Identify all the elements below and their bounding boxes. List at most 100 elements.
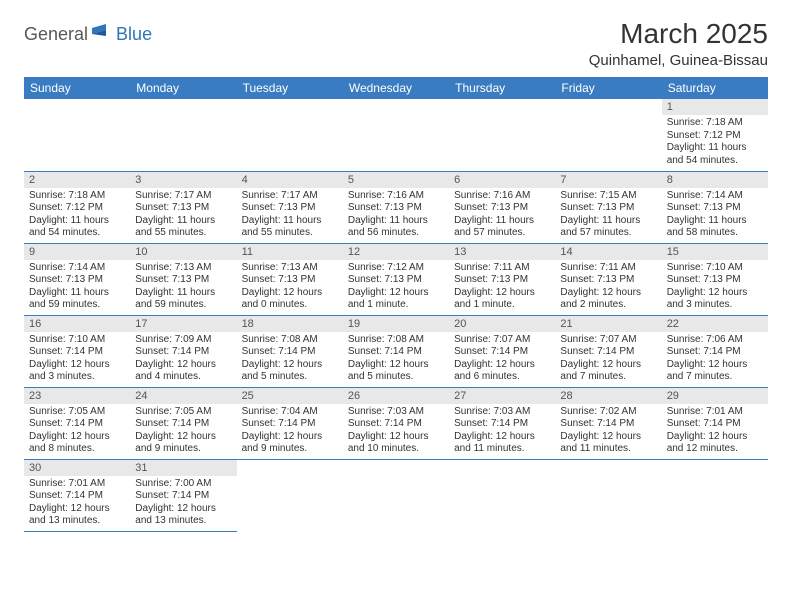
- calendar-day-cell: 10Sunrise: 7:13 AMSunset: 7:13 PMDayligh…: [130, 243, 236, 315]
- day-number: 9: [24, 244, 130, 260]
- daylight-text: Daylight: 12 hours and 7 minutes.: [667, 359, 763, 384]
- calendar-day-cell: 23Sunrise: 7:05 AMSunset: 7:14 PMDayligh…: [24, 387, 130, 459]
- day-number: 6: [449, 172, 555, 188]
- weekday-header-row: Sunday Monday Tuesday Wednesday Thursday…: [24, 77, 768, 99]
- sunrise-text: Sunrise: 7:16 AM: [454, 190, 550, 203]
- day-number: 21: [555, 316, 661, 332]
- day-number: 28: [555, 388, 661, 404]
- calendar-day-cell: 2Sunrise: 7:18 AMSunset: 7:12 PMDaylight…: [24, 171, 130, 243]
- day-number: 29: [662, 388, 768, 404]
- day-number: 31: [130, 460, 236, 476]
- day-info: Sunrise: 7:15 AMSunset: 7:13 PMDaylight:…: [555, 190, 661, 243]
- day-number: 24: [130, 388, 236, 404]
- day-number: 30: [24, 460, 130, 476]
- sunset-text: Sunset: 7:14 PM: [560, 418, 656, 431]
- calendar-day-cell: 17Sunrise: 7:09 AMSunset: 7:14 PMDayligh…: [130, 315, 236, 387]
- daylight-text: Daylight: 12 hours and 3 minutes.: [29, 359, 125, 384]
- day-info: Sunrise: 7:16 AMSunset: 7:13 PMDaylight:…: [449, 190, 555, 243]
- sunset-text: Sunset: 7:13 PM: [667, 274, 763, 287]
- calendar-day-cell: 18 Sunrise: 7:08 AMSunset: 7:14 PMDayligh…: [237, 315, 343, 387]
- daylight-text: Daylight: 12 hours and 7 minutes.: [560, 359, 656, 384]
- day-info: Sunrise: 7:13 AMSunset: 7:13 PMDaylight:…: [237, 262, 343, 315]
- day-number: 20: [449, 316, 555, 332]
- sunrise-text: Sunrise: 7:08 AM: [242, 334, 338, 347]
- day-number: 7: [555, 172, 661, 188]
- sunset-text: Sunset: 7:13 PM: [348, 274, 444, 287]
- day-number: 15: [662, 244, 768, 260]
- calendar-day-cell: [555, 459, 661, 531]
- calendar-week-row: 30Sunrise: 7:01 AMSunset: 7:14 PMDayligh…: [24, 459, 768, 531]
- sunrise-text: Sunrise: 7:10 AM: [667, 262, 763, 275]
- sunrise-text: Sunrise: 7:08 AM: [348, 334, 444, 347]
- sunset-text: Sunset: 7:13 PM: [348, 202, 444, 215]
- daylight-text: Daylight: 12 hours and 9 minutes.: [242, 431, 338, 456]
- day-info: Sunrise: 7:14 AMSunset: 7:13 PMDaylight:…: [24, 262, 130, 315]
- calendar-day-cell: 15Sunrise: 7:10 AMSunset: 7:13 PMDayligh…: [662, 243, 768, 315]
- day-number: 12: [343, 244, 449, 260]
- sunset-text: Sunset: 7:13 PM: [29, 274, 125, 287]
- calendar-day-cell: 11Sunrise: 7:13 AMSunset: 7:13 PMDayligh…: [237, 243, 343, 315]
- sunset-text: Sunset: 7:14 PM: [29, 346, 125, 359]
- sunset-text: Sunset: 7:12 PM: [667, 130, 763, 143]
- logo-text-blue: Blue: [116, 24, 152, 45]
- daylight-text: Daylight: 12 hours and 1 minute.: [348, 287, 444, 312]
- weekday-header: Tuesday: [237, 77, 343, 99]
- sunrise-text: Sunrise: 7:05 AM: [135, 406, 231, 419]
- calendar-day-cell: [24, 99, 130, 171]
- day-number: 2: [24, 172, 130, 188]
- day-number: 19: [343, 316, 449, 332]
- header: General Blue March 2025 Quinhamel, Guine…: [24, 18, 768, 69]
- day-number: 3: [130, 172, 236, 188]
- weekday-header: Thursday: [449, 77, 555, 99]
- sunrise-text: Sunrise: 7:17 AM: [135, 190, 231, 203]
- daylight-text: Daylight: 12 hours and 5 minutes.: [348, 359, 444, 384]
- calendar-day-cell: [130, 99, 236, 171]
- day-info: Sunrise: 7:04 AMSunset: 7:14 PMDaylight:…: [237, 406, 343, 459]
- sunset-text: Sunset: 7:14 PM: [135, 490, 231, 503]
- calendar-week-row: 9 Sunrise: 7:14 AMSunset: 7:13 PMDaylight…: [24, 243, 768, 315]
- daylight-text: Daylight: 11 hours and 56 minutes.: [348, 215, 444, 240]
- sunset-text: Sunset: 7:14 PM: [242, 346, 338, 359]
- sunrise-text: Sunrise: 7:03 AM: [454, 406, 550, 419]
- daylight-text: Daylight: 11 hours and 54 minutes.: [29, 215, 125, 240]
- daylight-text: Daylight: 12 hours and 6 minutes.: [454, 359, 550, 384]
- daylight-text: Daylight: 12 hours and 10 minutes.: [348, 431, 444, 456]
- sunrise-text: Sunrise: 7:18 AM: [667, 117, 763, 130]
- calendar-day-cell: 4 Sunrise: 7:17 AMSunset: 7:13 PMDaylight…: [237, 171, 343, 243]
- calendar-day-cell: 14Sunrise: 7:11 AMSunset: 7:13 PMDayligh…: [555, 243, 661, 315]
- calendar-day-cell: 9 Sunrise: 7:14 AMSunset: 7:13 PMDaylight…: [24, 243, 130, 315]
- calendar-day-cell: [555, 99, 661, 171]
- title-block: March 2025 Quinhamel, Guinea-Bissau: [589, 18, 768, 69]
- sunset-text: Sunset: 7:14 PM: [667, 418, 763, 431]
- day-number: 18: [237, 316, 343, 332]
- sunset-text: Sunset: 7:14 PM: [29, 490, 125, 503]
- calendar-day-cell: 30Sunrise: 7:01 AMSunset: 7:14 PMDayligh…: [24, 459, 130, 531]
- calendar-day-cell: 1Sunrise: 7:18 AMSunset: 7:12 PMDaylight…: [662, 99, 768, 171]
- sunrise-text: Sunrise: 7:15 AM: [560, 190, 656, 203]
- daylight-text: Daylight: 12 hours and 4 minutes.: [135, 359, 231, 384]
- day-info: Sunrise: 7:06 AMSunset: 7:14 PMDaylight:…: [662, 334, 768, 387]
- calendar-day-cell: 29Sunrise: 7:01 AMSunset: 7:14 PMDayligh…: [662, 387, 768, 459]
- calendar-week-row: 16Sunrise: 7:10 AMSunset: 7:14 PMDayligh…: [24, 315, 768, 387]
- day-info: Sunrise: 7:08 AMSunset: 7:14 PMDaylight:…: [237, 334, 343, 387]
- calendar-day-cell: 16Sunrise: 7:10 AMSunset: 7:14 PMDayligh…: [24, 315, 130, 387]
- day-info: Sunrise: 7:11 AMSunset: 7:13 PMDaylight:…: [555, 262, 661, 315]
- day-number: 4: [237, 172, 343, 188]
- day-info: Sunrise: 7:16 AMSunset: 7:13 PMDaylight:…: [343, 190, 449, 243]
- day-info: Sunrise: 7:13 AMSunset: 7:13 PMDaylight:…: [130, 262, 236, 315]
- calendar-day-cell: 22Sunrise: 7:06 AMSunset: 7:14 PMDayligh…: [662, 315, 768, 387]
- day-info: Sunrise: 7:17 AMSunset: 7:13 PMDaylight:…: [237, 190, 343, 243]
- logo: General Blue: [24, 18, 152, 45]
- weekday-header: Saturday: [662, 77, 768, 99]
- day-number: 17: [130, 316, 236, 332]
- sunset-text: Sunset: 7:13 PM: [454, 202, 550, 215]
- sunrise-text: Sunrise: 7:07 AM: [560, 334, 656, 347]
- calendar-day-cell: 25Sunrise: 7:04 AMSunset: 7:14 PMDayligh…: [237, 387, 343, 459]
- calendar-day-cell: [449, 99, 555, 171]
- daylight-text: Daylight: 12 hours and 1 minute.: [454, 287, 550, 312]
- daylight-text: Daylight: 11 hours and 59 minutes.: [135, 287, 231, 312]
- sunset-text: Sunset: 7:14 PM: [135, 346, 231, 359]
- sunrise-text: Sunrise: 7:18 AM: [29, 190, 125, 203]
- day-number: 1: [662, 99, 768, 115]
- sunrise-text: Sunrise: 7:04 AM: [242, 406, 338, 419]
